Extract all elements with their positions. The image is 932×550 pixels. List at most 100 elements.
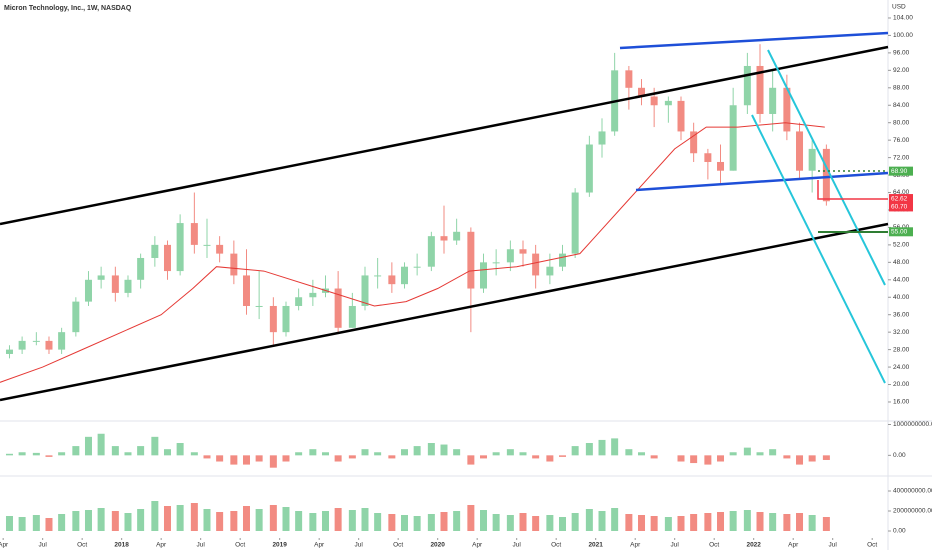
volume-bar — [808, 515, 816, 531]
oscillator-bar — [611, 438, 619, 456]
volume-bar — [151, 501, 159, 531]
oscillator-bar — [137, 446, 145, 456]
volume-bar — [677, 516, 685, 531]
candle-body — [585, 144, 593, 193]
oscillator-bar — [453, 449, 461, 456]
y-tick-label: 80.00 — [893, 119, 910, 126]
volume-bar — [611, 508, 619, 531]
volume-bar — [783, 514, 791, 531]
moving-average — [0, 122, 825, 383]
oscillator-bar — [400, 449, 408, 456]
candle-body — [84, 279, 92, 302]
y-tick-label: 100.00 — [893, 32, 913, 39]
volume-bar — [756, 512, 764, 531]
candle-body — [453, 231, 461, 241]
volume-bar — [400, 515, 408, 531]
oscillator-bar — [769, 449, 777, 456]
x-tick-label: 2021 — [588, 542, 603, 549]
oscillator-bar — [45, 455, 53, 457]
oscillator-bar — [559, 455, 567, 457]
volume-bar — [650, 516, 658, 531]
candle-body — [176, 223, 184, 272]
candle-body — [650, 96, 658, 106]
drawings — [0, 31, 889, 402]
oscillator-bar — [717, 455, 725, 462]
candle-body — [32, 340, 40, 342]
oscillator-bar — [72, 446, 80, 456]
oscillator-bar — [440, 444, 448, 456]
x-tick-label: Oct — [551, 542, 561, 549]
x-tick-label: Apr — [472, 542, 483, 549]
oscillator-bar — [506, 449, 514, 456]
candle-body — [230, 253, 238, 276]
oscillator-bar — [18, 452, 26, 456]
y-tick-label: 84.00 — [893, 102, 910, 109]
oscillator-bar — [598, 439, 606, 456]
volume-bar — [585, 509, 593, 531]
volume-bar — [18, 517, 26, 531]
candle-body — [255, 305, 263, 307]
oscillator-bar — [413, 446, 421, 456]
price-label: 55.00 — [891, 229, 908, 236]
oscillator-bar — [374, 452, 382, 456]
oscillator-bar — [190, 452, 198, 456]
price-label-box — [889, 166, 913, 176]
oscillator-bar — [84, 436, 92, 456]
volume-bar — [282, 507, 290, 531]
y-tick-label: 32.00 — [893, 329, 910, 336]
candle-body — [519, 249, 527, 254]
candle-body — [269, 305, 277, 333]
oscillator-bar — [242, 455, 250, 465]
candle-body — [334, 288, 342, 328]
x-tick-label: Apr — [156, 542, 167, 549]
oscillator-bar — [163, 449, 171, 456]
oscillator-bar — [269, 455, 277, 468]
candle-body — [374, 275, 382, 277]
oscillator-bar — [151, 436, 159, 456]
volume-bar — [124, 513, 132, 531]
y-tick-label: 1000000000.00 — [893, 421, 932, 428]
y-tick-label: 20.00 — [893, 381, 910, 388]
oscillator-bar — [677, 455, 685, 462]
oscillator-bar — [124, 452, 132, 456]
x-tick-label: Oct — [709, 542, 719, 549]
oscillator-bar — [571, 446, 579, 456]
volume-bar — [32, 515, 40, 531]
x-tick-label: Jul — [355, 542, 364, 549]
volume-bar — [216, 512, 224, 531]
candle-body — [282, 305, 290, 333]
price-label: 62.62 — [891, 195, 908, 202]
volume-bar — [269, 505, 277, 531]
volume-bar — [230, 511, 238, 531]
volume-bar — [440, 512, 448, 531]
candle-body — [242, 275, 250, 306]
price-label-box — [889, 227, 913, 237]
candle-body — [348, 305, 356, 328]
candle-body — [18, 340, 26, 350]
volume-bar — [242, 506, 250, 531]
x-tick-label: Oct — [77, 542, 87, 549]
volume-bar — [137, 509, 145, 531]
down-channel — [767, 49, 886, 286]
oscillator-bar — [427, 443, 435, 456]
y-tick-label: 52.00 — [893, 242, 910, 249]
candle-body — [546, 266, 554, 276]
volume-bar — [729, 511, 737, 531]
candle-body — [5, 349, 13, 354]
candle-body — [822, 148, 830, 202]
volume-bar — [176, 505, 184, 531]
volume-bar — [255, 509, 263, 531]
oscillator-bar — [467, 455, 475, 465]
oscillator-bar — [5, 453, 13, 456]
y-tick-label: 200000000.00 — [893, 508, 932, 515]
y-tick-label: 76.00 — [893, 137, 910, 144]
volume-bar — [559, 517, 567, 531]
y-tick-label: 64.00 — [893, 189, 910, 196]
chart-title: Micron Technology, Inc., 1W, NASDAQ — [4, 5, 132, 12]
down-channel — [751, 114, 886, 384]
candle-body — [783, 87, 791, 132]
candle-body — [532, 253, 540, 276]
price-label: 60.70 — [891, 204, 908, 211]
oscillator-bar — [492, 452, 500, 456]
